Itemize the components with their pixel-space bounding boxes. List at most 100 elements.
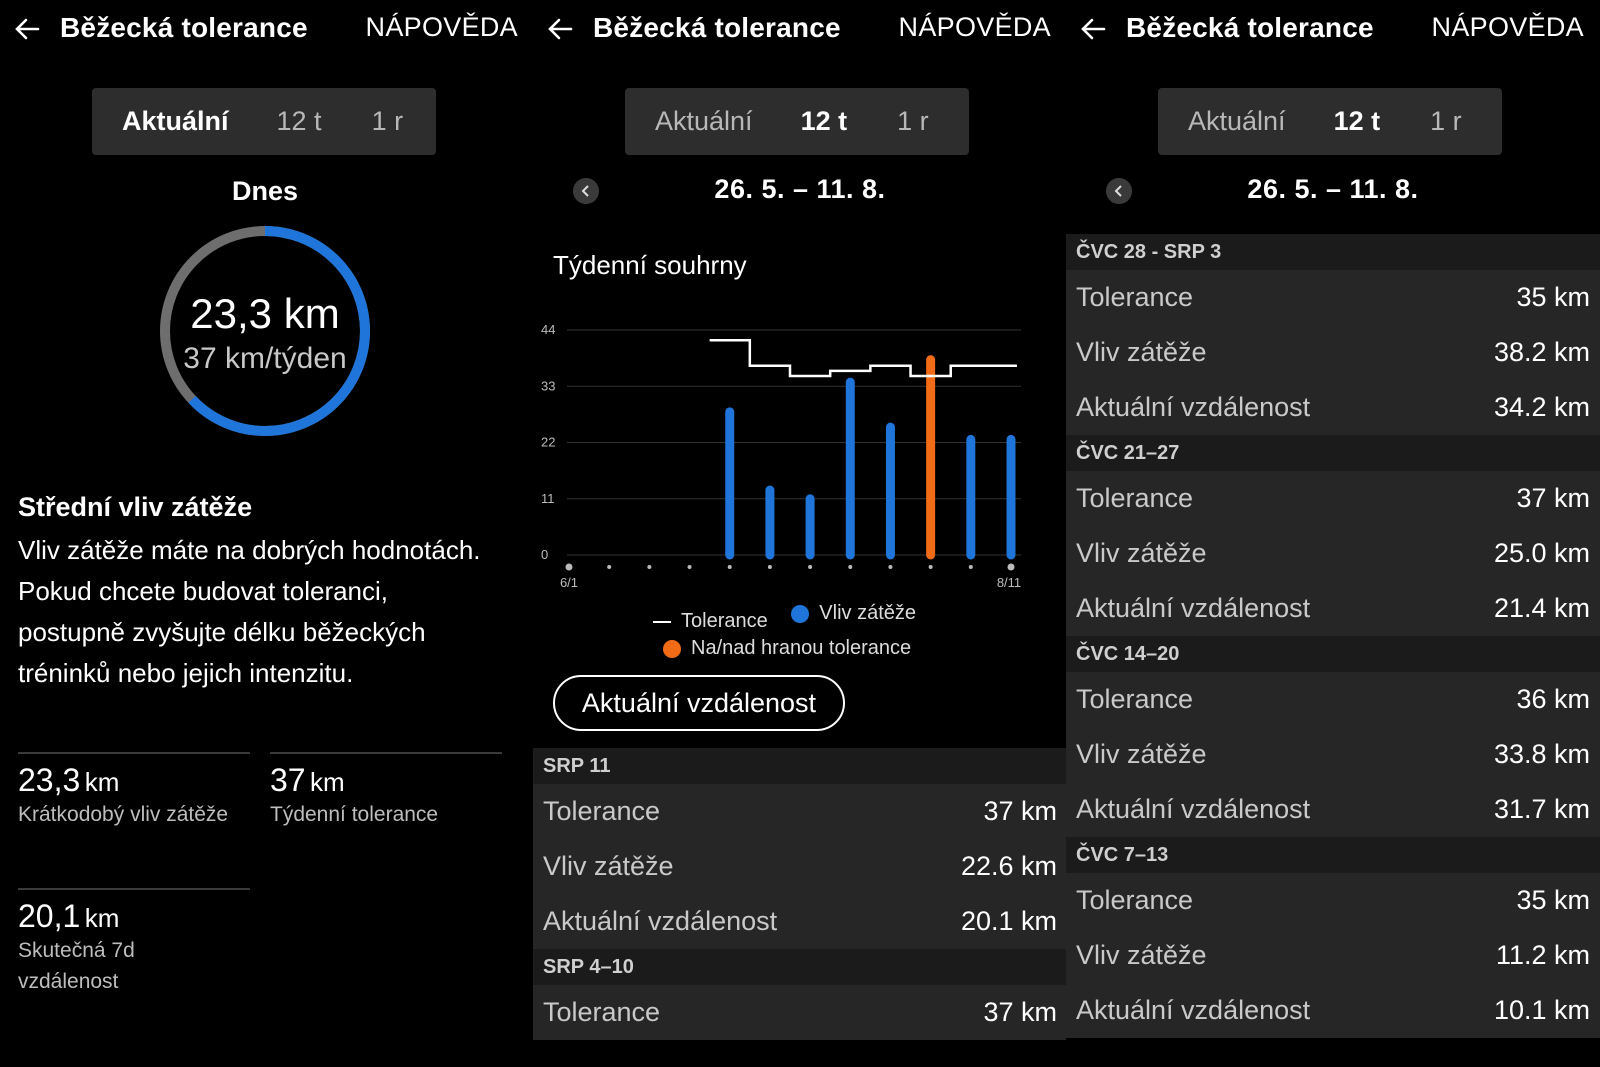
tab-1-year[interactable]: 1 r — [1430, 106, 1462, 136]
app-header: Běžecká tolerance NÁPOVĚDA — [533, 0, 1067, 62]
legend-tolerance: Tolerance — [653, 610, 768, 633]
tolerance-step-line — [709, 338, 1017, 378]
x-tick-dot — [767, 565, 772, 569]
list-row: Vliv zátěže 33.8 km — [1066, 727, 1600, 782]
period-selector: Aktuální 12 t 1 r — [92, 88, 436, 155]
chevron-left-icon[interactable] — [1106, 178, 1132, 204]
x-tick-dot — [565, 563, 573, 571]
date-navigator: 26. 5. – 11. 8. — [533, 172, 1063, 212]
y-tick-label: 33 — [541, 378, 555, 393]
tolerance-ring-gauge — [160, 226, 370, 436]
period-selector: Aktuální 12 t 1 r — [1158, 88, 1502, 155]
help-button[interactable]: NÁPOVĚDA — [898, 12, 1051, 42]
list-row: Aktuální vzdálenost 21.4 km — [1066, 581, 1600, 636]
y-tick-label: 22 — [541, 435, 555, 450]
list-row: Tolerance 35 km — [1066, 873, 1600, 928]
y-tick-label: 11 — [541, 491, 555, 506]
date-range: 26. 5. – 11. 8. — [714, 174, 886, 204]
legend-over-tolerance: Na/nad hranou tolerance — [663, 637, 911, 660]
week-header: ČVC 7–13 — [1066, 837, 1600, 873]
list-row: Tolerance 36 km — [1066, 672, 1600, 727]
today-label: Dnes — [231, 176, 299, 206]
y-tick-label: 0 — [541, 547, 548, 562]
app-header: Běžecká tolerance NÁPOVĚDA — [1066, 0, 1600, 62]
back-arrow-icon[interactable] — [1078, 14, 1108, 44]
chart-legend: Tolerance Vliv zátěže — [653, 602, 934, 633]
x-tick-label: 6/1 — [560, 575, 578, 590]
period-selector: Aktuální 12 t 1 r — [625, 88, 969, 155]
weekly-summary-chart: 0 11 22 33 44 6/1 8/11 — [541, 322, 1021, 590]
weekly-list: SRP 11 Tolerance 37 km Vliv zátěže 22.6 km… — [533, 748, 1067, 1040]
stat-actual-7d-distance: 20,1 km Skutečná 7d vzdálenost — [18, 888, 250, 997]
list-row: Vliv zátěže 25.0 km — [1066, 526, 1600, 581]
week-header: SRP 4–10 — [533, 949, 1067, 985]
stat-value: 23,3 — [18, 762, 81, 798]
x-tick-dot — [727, 565, 732, 569]
list-row: Tolerance 37 km — [533, 985, 1067, 1040]
help-button[interactable]: NÁPOVĚDA — [1431, 12, 1584, 42]
page-title: Běžecká tolerance — [1126, 12, 1374, 43]
actual-distance-toggle[interactable]: Aktuální vzdálenost — [553, 675, 845, 731]
x-tick-dot — [968, 565, 973, 569]
stat-label: Krátkodobý vliv zátěže — [18, 803, 229, 826]
date-range: 26. 5. – 11. 8. — [1247, 174, 1419, 204]
legend-load: Vliv zátěže — [791, 602, 916, 625]
list-row: Aktuální vzdálenost 20.1 km — [533, 894, 1067, 949]
tab-12-weeks[interactable]: 12 t — [800, 106, 848, 136]
chevron-left-icon[interactable] — [573, 178, 599, 204]
ring-sub-value: 37 km/týden — [183, 342, 347, 375]
tab-1-year[interactable]: 1 r — [371, 106, 404, 136]
stat-label: Týdenní tolerance — [270, 803, 439, 826]
list-row: Aktuální vzdálenost 10.1 km — [1066, 983, 1600, 1038]
week-header: ČVC 14–20 — [1066, 636, 1600, 672]
page-title: Běžecká tolerance — [60, 12, 308, 43]
screen-12-weeks-chart: Běžecká tolerance NÁPOVĚDA Aktuální 12 t… — [533, 0, 1067, 1067]
chart-title: Týdenní souhrny — [553, 250, 747, 280]
weekly-list: ČVC 28 - SRP 3 Tolerance 35 km Vliv zátěž… — [1066, 234, 1600, 1038]
tab-current[interactable]: Aktuální — [655, 106, 753, 136]
stat-unit: km — [310, 767, 345, 797]
list-row: Aktuální vzdálenost 31.7 km — [1066, 782, 1600, 837]
back-arrow-icon[interactable] — [12, 14, 42, 44]
list-row: Vliv zátěže 38.2 km — [1066, 325, 1600, 380]
x-tick-dot — [687, 565, 692, 569]
x-tick-label: 8/11 — [997, 575, 1021, 590]
x-tick-dot — [928, 565, 933, 569]
x-tick-dot — [888, 565, 893, 569]
screen-current: Běžecká tolerance NÁPOVĚDA Aktuální 12 t… — [0, 0, 534, 1067]
stat-unit: km — [84, 767, 120, 797]
stat-value: 20,1 — [18, 898, 81, 934]
tab-12-weeks[interactable]: 12 t — [276, 106, 322, 136]
help-button[interactable]: NÁPOVĚDA — [365, 12, 518, 42]
x-tick-dot — [1007, 563, 1015, 571]
status-description: Vliv zátěže máte na dobrých hodnotách. P… — [18, 535, 481, 688]
x-tick-dot — [848, 565, 853, 569]
tab-current[interactable]: Aktuální — [1188, 106, 1286, 136]
back-arrow-icon[interactable] — [545, 14, 575, 44]
app-header: Běžecká tolerance NÁPOVĚDA — [0, 0, 534, 62]
ring-value: 23,3 km — [190, 290, 340, 337]
tab-1-year[interactable]: 1 r — [897, 106, 929, 136]
stat-label: Skutečná 7d vzdálenost — [18, 939, 135, 993]
x-tick-dot — [647, 565, 652, 569]
list-row: Vliv zátěže 11.2 km — [1066, 928, 1600, 983]
week-header: SRP 11 — [533, 748, 1067, 784]
stat-short-term-load: 23,3 km Krátkodobý vliv zátěže — [18, 752, 250, 830]
stat-value: 37 — [270, 762, 306, 798]
list-row: Tolerance 37 km — [533, 784, 1067, 839]
tab-12-weeks[interactable]: 12 t — [1333, 106, 1381, 136]
screen-12-weeks-list: Běžecká tolerance NÁPOVĚDA Aktuální 12 t… — [1066, 0, 1600, 1067]
stat-unit: km — [84, 903, 120, 933]
status-heading: Střední vliv zátěže — [18, 492, 253, 522]
chart-legend-over: Na/nad hranou tolerance — [663, 637, 929, 664]
list-row: Tolerance 37 km — [1066, 471, 1600, 526]
y-tick-label: 44 — [541, 322, 555, 337]
list-row: Aktuální vzdálenost 34.2 km — [1066, 380, 1600, 435]
list-row: Vliv zátěže 22.6 km — [533, 839, 1067, 894]
list-row: Tolerance 35 km — [1066, 270, 1600, 325]
x-tick-dot — [808, 565, 813, 569]
ring-progress-arc — [160, 226, 370, 436]
date-navigator: 26. 5. – 11. 8. — [1066, 172, 1596, 212]
page-title: Běžecká tolerance — [593, 12, 841, 43]
tab-current[interactable]: Aktuální — [122, 106, 229, 136]
